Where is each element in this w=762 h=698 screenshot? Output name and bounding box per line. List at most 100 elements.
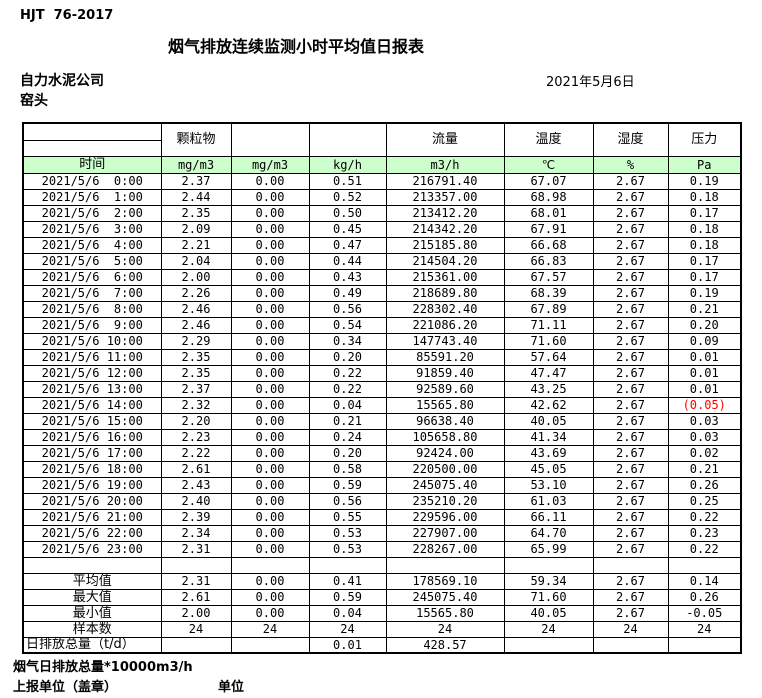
value-cell-0: 2.32 bbox=[160, 396, 232, 414]
monitoring-data-table: 颗粒物 流量 温度 湿度 压力 时间 mg/m3 mg/m3 kg/h m3/h… bbox=[22, 122, 742, 654]
value-cell-1: 0.00 bbox=[230, 508, 310, 526]
value-cell-6: 0.22 bbox=[667, 508, 742, 526]
value-cell-6: 0.01 bbox=[667, 348, 742, 366]
value-cell-0: 2.31 bbox=[160, 540, 232, 558]
value-cell-3: 213357.00 bbox=[385, 188, 505, 206]
time-cell: 2021/5/6 8:00 bbox=[22, 300, 162, 318]
value-cell-2: 0.34 bbox=[308, 332, 387, 350]
summary-value-3: 428.57 bbox=[385, 636, 505, 654]
value-cell-5: 2.67 bbox=[592, 444, 669, 462]
value-cell-0: 2.46 bbox=[160, 316, 232, 334]
value-cell-2: 0.20 bbox=[308, 348, 387, 366]
value-cell-0: 2.37 bbox=[160, 172, 232, 190]
value-cell-2: 0.53 bbox=[308, 540, 387, 558]
hourly-row-4: 2021/5/6 4:00 2.21 0.00 0.47 215185.80 66.68 2… bbox=[22, 236, 742, 254]
value-cell-6: 0.23 bbox=[667, 524, 742, 542]
value-cell-3: 214342.20 bbox=[385, 220, 505, 238]
spacer-cell bbox=[230, 556, 310, 574]
value-cell-0: 2.34 bbox=[160, 524, 232, 542]
value-cell-1: 0.00 bbox=[230, 460, 310, 478]
hourly-row-11: 2021/5/6 11:00 2.35 0.00 0.20 85591.20 57.64 2… bbox=[22, 348, 742, 366]
time-cell: 2021/5/6 6:00 bbox=[22, 268, 162, 286]
value-cell-3: 235210.20 bbox=[385, 492, 505, 510]
summary-value-1: 0.00 bbox=[230, 604, 310, 622]
hourly-row-14: 2021/5/6 14:00 2.32 0.00 0.04 15565.80 42.62 2… bbox=[22, 396, 742, 414]
standard-code: HJT 76-2017 bbox=[20, 8, 114, 23]
hourly-row-0: 2021/5/6 0:00 2.37 0.00 0.51 216791.40 67.07 2… bbox=[22, 172, 742, 190]
table-body: 2021/5/6 0:00 2.37 0.00 0.51 216791.40 67.07 2… bbox=[22, 172, 742, 654]
time-cell: 2021/5/6 16:00 bbox=[22, 428, 162, 446]
value-cell-5: 2.67 bbox=[592, 252, 669, 270]
time-cell: 2021/5/6 18:00 bbox=[22, 460, 162, 478]
summary-label: 样本数 bbox=[22, 620, 162, 638]
summary-value-3: 245075.40 bbox=[385, 588, 505, 606]
summary-value-5 bbox=[592, 636, 669, 654]
value-cell-6: 0.18 bbox=[667, 236, 742, 254]
summary-value-2: 0.41 bbox=[308, 572, 387, 590]
value-cell-5: 2.67 bbox=[592, 364, 669, 382]
spacer-cell bbox=[667, 556, 742, 574]
hourly-row-13: 2021/5/6 13:00 2.37 0.00 0.22 92589.60 43.25 2… bbox=[22, 380, 742, 398]
value-cell-3: 91859.40 bbox=[385, 364, 505, 382]
time-cell: 2021/5/6 13:00 bbox=[22, 380, 162, 398]
col-header-blank-1 bbox=[230, 122, 310, 157]
unit-m3h: m3/h bbox=[385, 155, 505, 174]
value-cell-4: 68.39 bbox=[503, 284, 594, 302]
value-cell-4: 67.07 bbox=[503, 172, 594, 190]
hourly-row-8: 2021/5/6 8:00 2.46 0.00 0.56 228302.40 67.89 2… bbox=[22, 300, 742, 318]
value-cell-6: 0.19 bbox=[667, 284, 742, 302]
time-cell: 2021/5/6 5:00 bbox=[22, 252, 162, 270]
summary-value-4: 59.34 bbox=[503, 572, 594, 590]
hourly-row-21: 2021/5/6 21:00 2.39 0.00 0.55 229596.00 66.11… bbox=[22, 508, 742, 526]
value-cell-6: 0.21 bbox=[667, 460, 742, 478]
value-cell-2: 0.51 bbox=[308, 172, 387, 190]
value-cell-6: 0.09 bbox=[667, 332, 742, 350]
summary-value-4 bbox=[503, 636, 594, 654]
value-cell-0: 2.44 bbox=[160, 188, 232, 206]
value-cell-5: 2.67 bbox=[592, 204, 669, 222]
value-cell-1: 0.00 bbox=[230, 252, 310, 270]
value-cell-2: 0.59 bbox=[308, 476, 387, 494]
value-cell-5: 2.67 bbox=[592, 348, 669, 366]
report-date: 2021年5月6日 bbox=[546, 75, 635, 90]
time-cell: 2021/5/6 9:00 bbox=[22, 316, 162, 334]
value-cell-2: 0.50 bbox=[308, 204, 387, 222]
value-cell-2: 0.49 bbox=[308, 284, 387, 302]
time-cell: 2021/5/6 22:00 bbox=[22, 524, 162, 542]
value-cell-2: 0.58 bbox=[308, 460, 387, 478]
value-cell-1: 0.00 bbox=[230, 316, 310, 334]
summary-value-2: 0.04 bbox=[308, 604, 387, 622]
value-cell-4: 66.68 bbox=[503, 236, 594, 254]
value-cell-1: 0.00 bbox=[230, 188, 310, 206]
value-cell-3: 228302.40 bbox=[385, 300, 505, 318]
time-cell: 2021/5/6 23:00 bbox=[22, 540, 162, 558]
summary-value-6: 0.14 bbox=[667, 572, 742, 590]
summary-label: 平均值 bbox=[22, 572, 162, 590]
report-title: 烟气排放连续监测小时平均值日报表 bbox=[168, 37, 425, 56]
value-cell-1: 0.00 bbox=[230, 332, 310, 350]
value-cell-5: 2.67 bbox=[592, 524, 669, 542]
value-cell-2: 0.20 bbox=[308, 444, 387, 462]
time-cell: 2021/5/6 0:00 bbox=[22, 172, 162, 190]
value-cell-4: 67.57 bbox=[503, 268, 594, 286]
time-cell: 2021/5/6 1:00 bbox=[22, 188, 162, 206]
hourly-row-18: 2021/5/6 18:00 2.61 0.00 0.58 220500.00 45.05… bbox=[22, 460, 742, 478]
hourly-row-3: 2021/5/6 3:00 2.09 0.00 0.45 214342.20 67.91 2… bbox=[22, 220, 742, 238]
unit-mgm3-b: mg/m3 bbox=[230, 155, 310, 174]
value-cell-5: 2.67 bbox=[592, 172, 669, 190]
unit-mgm3-a: mg/m3 bbox=[160, 155, 232, 174]
summary-value-3: 15565.80 bbox=[385, 604, 505, 622]
value-cell-0: 2.35 bbox=[160, 364, 232, 382]
summary-row-0: 平均值 2.31 0.00 0.41 178569.10 59.34 2.67 0.14 bbox=[22, 572, 742, 590]
value-cell-5: 2.67 bbox=[592, 540, 669, 558]
summary-value-1: 0.00 bbox=[230, 588, 310, 606]
hourly-row-6: 2021/5/6 6:00 2.00 0.00 0.43 215361.00 67.57 2… bbox=[22, 268, 742, 286]
unit-percent: % bbox=[592, 155, 669, 174]
summary-value-0: 2.61 bbox=[160, 588, 232, 606]
value-cell-2: 0.56 bbox=[308, 492, 387, 510]
col-header-pressure: 压力 bbox=[667, 122, 742, 157]
value-cell-2: 0.53 bbox=[308, 524, 387, 542]
hourly-row-12: 2021/5/6 12:00 2.35 0.00 0.22 91859.40 47.47 2… bbox=[22, 364, 742, 382]
time-cell: 2021/5/6 7:00 bbox=[22, 284, 162, 302]
value-cell-1: 0.00 bbox=[230, 524, 310, 542]
